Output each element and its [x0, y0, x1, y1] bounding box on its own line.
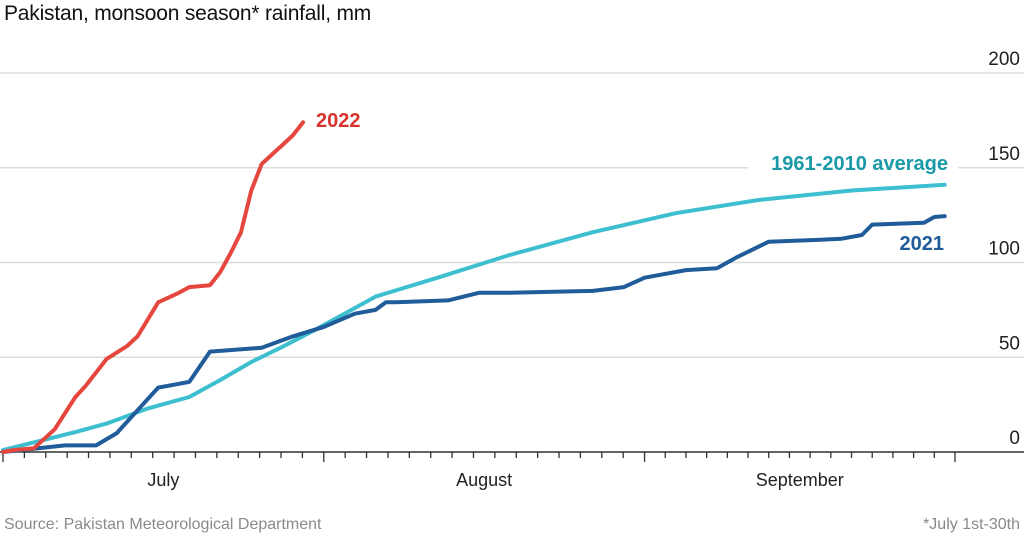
y-tick-label: 200 [988, 49, 1020, 70]
label-background [748, 148, 958, 178]
y-tick-label: 100 [988, 239, 1020, 260]
series-line-1961-2010-average [1, 182, 947, 453]
x-tick-label: August [456, 470, 512, 490]
series-label-average: 1961-2010 average [771, 153, 948, 175]
y-tick-label: 150 [988, 144, 1020, 165]
source-note: Source: Pakistan Meteorological Departme… [4, 516, 322, 533]
chart-title: Pakistan, monsoon season* rainfall, mm [4, 2, 372, 25]
y-tick-label: 50 [999, 333, 1020, 354]
series-label-2021: 2021 [900, 233, 945, 255]
x-tick-label: July [147, 470, 179, 490]
x-tick-label: September [756, 470, 844, 490]
series-line-2022 [1, 120, 306, 454]
y-tick-label: 0 [1009, 428, 1020, 449]
series-label-2022: 2022 [316, 110, 361, 132]
footnote: *July 1st-30th [923, 516, 1020, 533]
series-line-2021 [1, 214, 947, 454]
